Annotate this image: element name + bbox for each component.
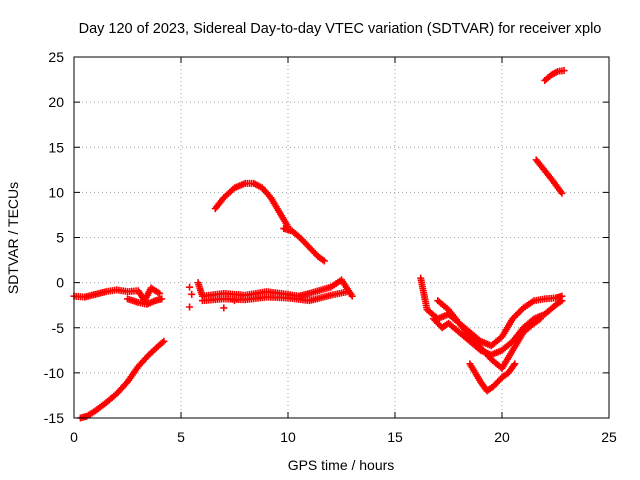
y-tick-label: 0 [56,275,64,291]
y-tick-label: 25 [48,49,64,65]
x-axis-label: GPS time / hours [288,457,395,473]
data-point [558,189,566,197]
data-point [158,338,166,346]
x-tick-label: 5 [177,429,185,445]
chart-title: Day 120 of 2023, Sidereal Day-to-day VTE… [79,21,602,37]
axis-ticks: 0 5 10 15 20 25 -15 -10 -5 0 5 10 15 20 25 [44,49,617,445]
data-point [560,67,568,75]
data-point [220,304,228,312]
x-tick-label: 0 [70,429,78,445]
data-point [158,295,166,303]
x-tick-label: 20 [494,429,510,445]
data-point [320,257,328,265]
series-near-zero-a [70,284,164,305]
data-point [186,283,194,291]
x-tick-label: 25 [601,429,617,445]
y-tick-label: -15 [44,410,64,426]
data-point [558,297,566,305]
series-scatter-pts [186,283,238,312]
y-tick-label: 20 [48,94,64,110]
y-tick-label: 15 [48,139,64,155]
y-tick-label: 10 [48,184,64,200]
data-point [348,292,356,300]
data-point [186,303,194,311]
data-point [188,290,196,298]
series-arc-hump [211,179,292,231]
y-tick-label: 5 [56,230,64,246]
data-point [537,315,545,323]
series-arc-descent [280,224,328,265]
series-dip-a [417,274,566,350]
x-tick-label: 10 [280,429,296,445]
data-layer [70,67,568,422]
y-tick-label: -10 [44,365,64,381]
series-rising-arc [76,337,168,422]
data-point [511,360,519,368]
series-dip-c [466,360,519,395]
data-point [160,337,168,345]
y-tick-label: -5 [52,320,65,336]
series-dip-b [430,297,566,359]
x-tick-label: 15 [387,429,403,445]
grid-layer [74,57,609,418]
series-near-zero-a2 [124,295,166,308]
series-top-line [541,67,568,84]
data-point [510,361,518,369]
series-dip-d [434,297,545,372]
series-upper-line [532,156,566,197]
y-axis-label: SDTVAR / TECUs [5,182,21,294]
plot-frame [73,56,610,419]
data-point [344,288,352,296]
data-point [231,297,238,305]
data-point [156,289,164,297]
